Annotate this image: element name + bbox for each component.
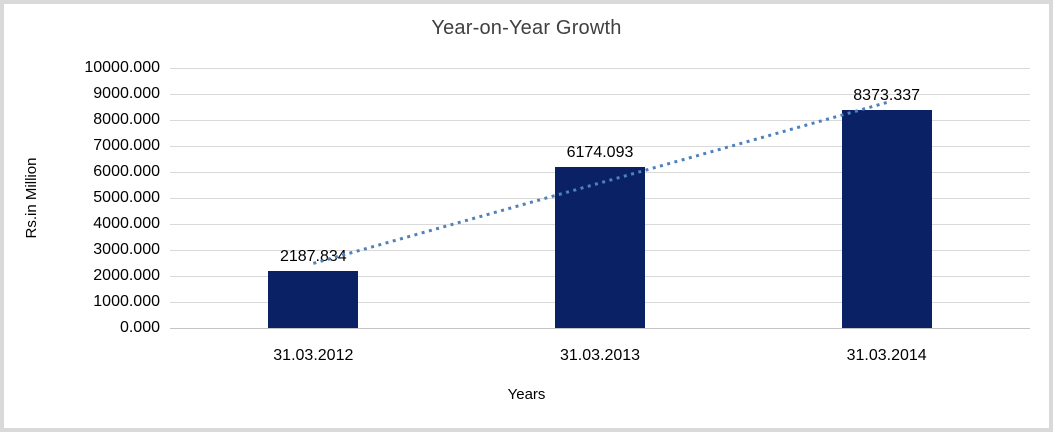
chart-title: Year-on-Year Growth [431, 17, 622, 39]
y-tick-label: 6000.000 [93, 163, 160, 180]
y-tick-label: 10000.000 [84, 59, 160, 76]
y-tick-label: 4000.000 [93, 215, 160, 232]
x-tick-label: 31.03.2014 [846, 347, 927, 364]
x-tick-label: 31.03.2013 [559, 347, 641, 364]
y-tick-label: 0.000 [119, 319, 160, 336]
y-tick-label: 8000.000 [93, 111, 160, 128]
gridline [170, 328, 1030, 329]
y-tick-label: 5000.000 [93, 189, 160, 206]
y-tick-label: 7000.000 [93, 137, 160, 154]
bar [555, 167, 645, 328]
y-axis-title: Rs.in Million [23, 157, 40, 239]
bar-value-label: 2187.834 [279, 248, 347, 266]
gridline [170, 94, 1030, 95]
y-tick-label: 2000.000 [93, 267, 160, 284]
bar [268, 271, 359, 328]
gridline [170, 68, 1030, 69]
bar-value-label: 6174.093 [566, 144, 634, 162]
y-tick-label: 1000.000 [93, 293, 160, 310]
y-tick-label: 9000.000 [93, 85, 160, 102]
y-tick-label: 3000.000 [93, 241, 160, 258]
bar [841, 110, 932, 328]
bar-value-label: 8373.337 [853, 87, 921, 105]
x-tick-label: 31.03.2012 [273, 347, 354, 364]
x-axis-title: Years [507, 386, 546, 403]
